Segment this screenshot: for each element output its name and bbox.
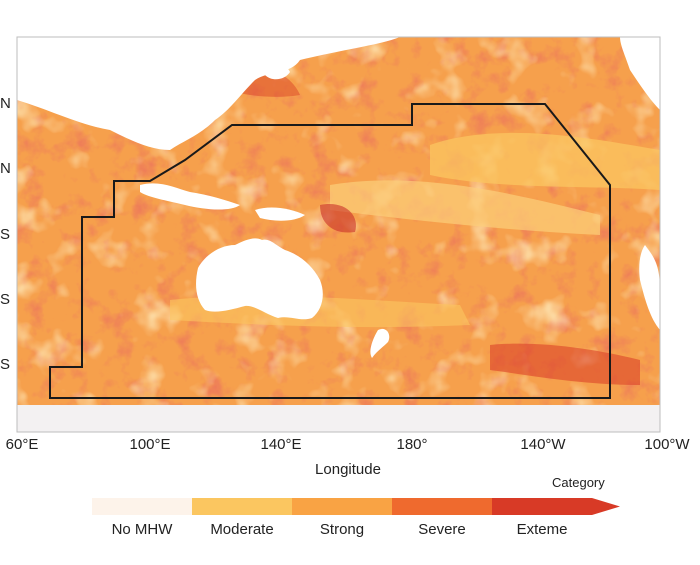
legend-swatch-severe [392, 498, 492, 515]
antarctic-ice [17, 405, 660, 432]
legend-bar [92, 498, 620, 515]
land-indonesia [140, 183, 240, 210]
lat-label-5: S [0, 356, 11, 373]
lat-label-2: N [0, 160, 11, 177]
land-south-america [639, 245, 660, 330]
land-central-america [620, 37, 660, 110]
lon-label-180: 180° [396, 436, 428, 453]
land-new-guinea [255, 207, 305, 221]
region-outline [49, 103, 611, 399]
lon-label-140e: 140°E [260, 436, 302, 453]
legend-label-strong: Strong [319, 521, 365, 538]
moderate-band-central-pacific [330, 180, 600, 235]
legend-label-severe: Severe [418, 521, 466, 538]
lat-label-4: S [0, 291, 11, 308]
legend-arrow-tip [592, 498, 620, 515]
legend-title: Category [552, 475, 605, 490]
lon-label-60e: 60°E [5, 436, 39, 453]
extreme-patch-southern-ocean [490, 343, 640, 385]
legend-swatch-extreme [492, 498, 592, 515]
map-frame [16, 36, 661, 433]
lat-label-3: S [0, 226, 11, 243]
legend-label-moderate: Moderate [210, 521, 274, 538]
land-asia-north [17, 37, 400, 150]
extreme-patch-coral-sea [320, 204, 356, 233]
legend-swatch-moderate [192, 498, 292, 515]
lon-label-100w: 100°W [644, 436, 690, 453]
legend-label-no-mhw: No MHW [111, 521, 173, 538]
legend-swatch-strong [292, 498, 392, 515]
lat-label-1: N [0, 95, 11, 112]
lon-label-100e: 100°E [129, 436, 171, 453]
x-axis-title: Longitude [315, 461, 381, 478]
legend-label-extreme: Exteme [516, 521, 568, 538]
land-japan [260, 58, 290, 80]
land-australia [196, 238, 323, 320]
lon-label-140w: 140°W [520, 436, 566, 453]
legend-swatch-no-mhw [92, 498, 192, 515]
land-new-zealand [370, 328, 390, 358]
